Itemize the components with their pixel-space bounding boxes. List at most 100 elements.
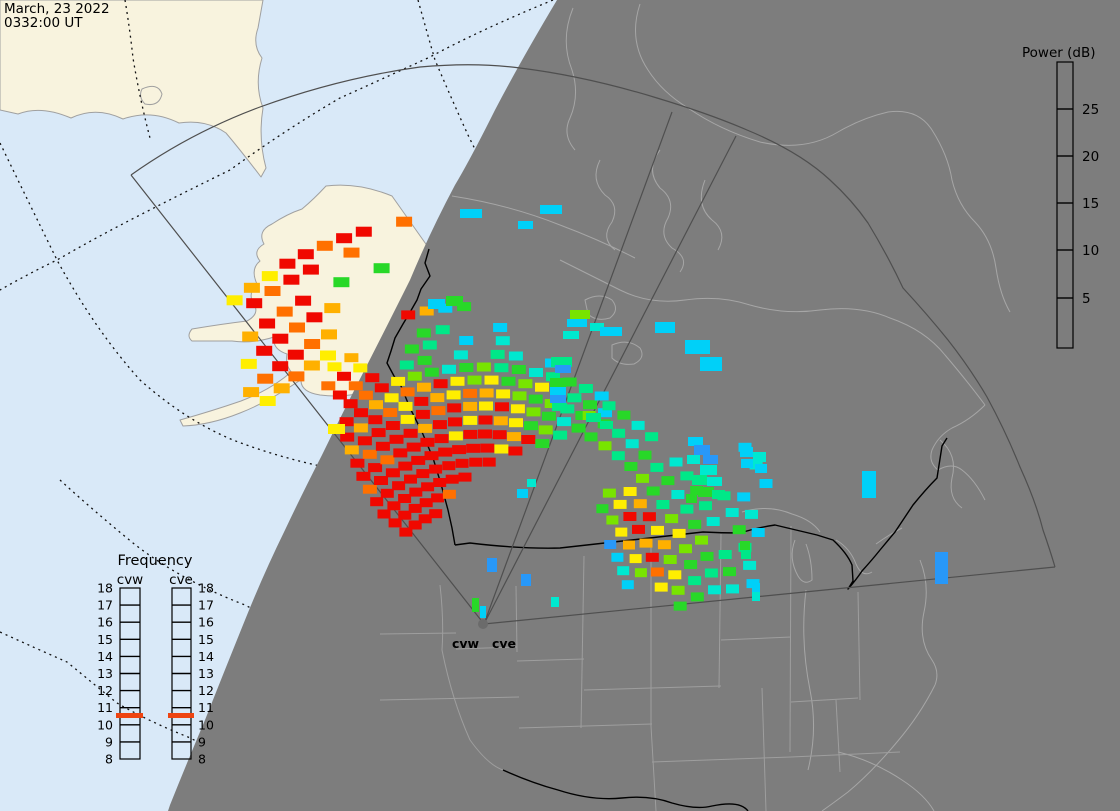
radar-cell bbox=[482, 457, 496, 467]
radar-cell bbox=[340, 432, 355, 442]
radar-cell bbox=[356, 471, 371, 481]
radar-cell bbox=[398, 401, 413, 411]
radar-cell bbox=[507, 432, 521, 442]
freq-column-label-cve: cve bbox=[169, 572, 193, 588]
radar-cell bbox=[287, 349, 304, 360]
radar-cell bbox=[272, 333, 289, 344]
st-lawrence-island bbox=[140, 85, 163, 105]
radar-cell bbox=[243, 387, 260, 398]
freq-tick-label: 9 bbox=[105, 734, 113, 749]
radar-cell bbox=[521, 435, 536, 444]
radar-cell bbox=[708, 585, 721, 595]
radar-cell bbox=[398, 494, 412, 503]
radar-cell bbox=[455, 458, 469, 468]
radar-cell bbox=[723, 567, 736, 577]
freq-tick-label: 18 bbox=[97, 581, 113, 596]
radar-cell bbox=[700, 465, 717, 475]
radar-cell bbox=[690, 486, 704, 495]
radar-cell bbox=[600, 327, 622, 336]
radar-cell bbox=[535, 382, 549, 392]
radar-cell bbox=[656, 500, 670, 509]
radar-cell bbox=[584, 432, 598, 442]
radar-cell bbox=[419, 306, 434, 316]
radar-cell bbox=[661, 476, 675, 486]
radar-cell bbox=[551, 597, 559, 607]
radar-cell bbox=[393, 448, 408, 458]
radar-cell bbox=[490, 349, 505, 359]
radar-cell bbox=[387, 501, 401, 511]
radar-cell bbox=[418, 514, 432, 524]
radar-cell bbox=[615, 527, 628, 537]
radar-cell bbox=[706, 517, 720, 526]
radar-cell bbox=[501, 376, 516, 386]
radar-cell bbox=[755, 464, 767, 473]
radar-cell bbox=[550, 387, 566, 395]
radar-cell bbox=[602, 401, 616, 411]
radar-cell bbox=[463, 429, 478, 439]
radar-cell bbox=[434, 434, 449, 444]
radar-cell bbox=[353, 363, 368, 373]
radar-cell bbox=[339, 417, 354, 427]
radar-cell bbox=[297, 249, 314, 260]
radar-cell bbox=[494, 444, 509, 454]
radar-cell bbox=[699, 501, 712, 511]
radar-cell bbox=[357, 436, 372, 446]
radar-cell bbox=[257, 373, 274, 384]
colorbar-tick-label: 20 bbox=[1082, 149, 1099, 165]
radar-cell bbox=[751, 528, 765, 537]
radar-cell bbox=[362, 449, 377, 459]
radar-cell bbox=[646, 486, 660, 496]
radar-cell bbox=[563, 331, 579, 339]
freq-tick-label: 16 bbox=[97, 615, 113, 630]
radar-cell bbox=[350, 458, 365, 468]
radar-cell bbox=[411, 455, 426, 465]
colorbar-gradient bbox=[1056, 61, 1074, 349]
radar-cell bbox=[432, 420, 447, 430]
radar-cell bbox=[611, 552, 624, 562]
radar-cell bbox=[261, 271, 278, 282]
radar-cell bbox=[480, 606, 486, 618]
radar-cell bbox=[669, 457, 683, 467]
radar-cell bbox=[745, 509, 758, 519]
colorbar-tick-label: 10 bbox=[1082, 243, 1099, 259]
radar-cell bbox=[633, 499, 647, 509]
radar-cell bbox=[521, 574, 531, 586]
radar-cell bbox=[553, 430, 568, 440]
radar-cell bbox=[403, 428, 418, 438]
radar-cell bbox=[598, 441, 612, 451]
radar-cell bbox=[242, 331, 259, 342]
radar-cell bbox=[695, 535, 708, 545]
radar-cell bbox=[495, 402, 509, 412]
radar-cell bbox=[429, 464, 443, 474]
freq-tick-label: 12 bbox=[198, 683, 214, 698]
radar-cell bbox=[422, 340, 437, 350]
colorbar-tick-label: 5 bbox=[1082, 291, 1091, 307]
radar-cell bbox=[725, 508, 739, 517]
radar-cell bbox=[388, 518, 402, 528]
radar-cell bbox=[638, 450, 652, 460]
freq-marker-cvw bbox=[116, 713, 143, 718]
radar-cell bbox=[259, 396, 276, 406]
radar-cell bbox=[479, 388, 494, 398]
radar-cell bbox=[590, 323, 604, 331]
radar-cell bbox=[624, 462, 638, 471]
radar-cell bbox=[383, 408, 398, 417]
radar-cell bbox=[575, 411, 590, 420]
radar-cell bbox=[433, 379, 448, 389]
radar-cell bbox=[550, 395, 566, 403]
radar-cell bbox=[407, 371, 422, 381]
radar-cell bbox=[671, 585, 685, 595]
radar-cell bbox=[752, 592, 760, 601]
radar-cell bbox=[404, 344, 419, 354]
radar-cell bbox=[654, 582, 668, 592]
frequency-title: Frequency bbox=[118, 553, 193, 569]
radar-cell bbox=[538, 425, 553, 435]
radar-cell bbox=[289, 322, 305, 333]
radar-cell bbox=[371, 428, 386, 438]
radar-cell bbox=[408, 503, 422, 513]
radar-cell bbox=[862, 471, 876, 498]
freq-column-label-cvw: cvw bbox=[117, 572, 143, 588]
radar-cell bbox=[448, 431, 463, 441]
freq-tick-label: 18 bbox=[198, 581, 214, 596]
radar-cell bbox=[583, 400, 597, 410]
